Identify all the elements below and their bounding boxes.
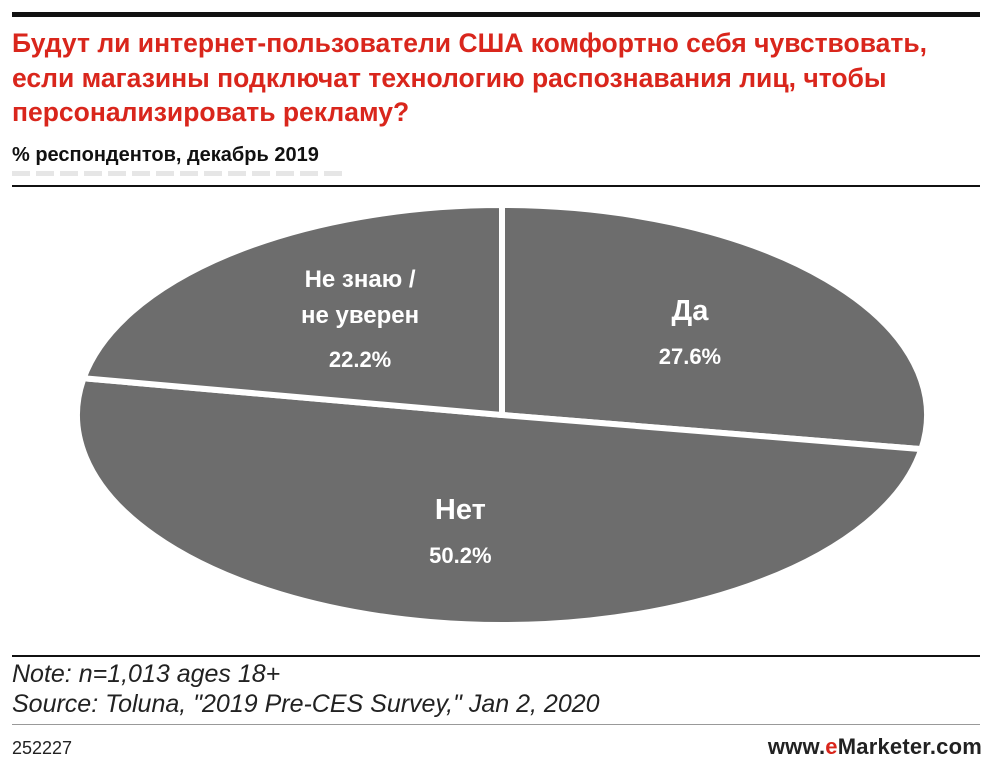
source-text: Source: Toluna, "2019 Pre-CES Survey," J… <box>12 690 600 718</box>
pie-slice-2 <box>80 202 505 418</box>
slice-value-1: 50.2% <box>429 543 491 568</box>
logo-e: e <box>825 734 838 759</box>
emarketer-logo: www.eMarketer.com <box>768 734 982 760</box>
slice-label-1: Нет <box>435 494 486 526</box>
slice-value-0: 27.6% <box>659 344 721 369</box>
header-rule <box>12 185 980 187</box>
slice-label-2: Не знаю / не уверен <box>301 266 419 329</box>
pie-chart: Да 27.6% Нет 50.2% Не знаю / не уверен 22.2% <box>74 202 930 628</box>
slice-label-0: Да <box>672 295 710 327</box>
pie-slice-1 <box>74 375 925 628</box>
footer-thin-rule <box>12 724 980 725</box>
logo-suffix: Marketer.com <box>837 734 982 759</box>
slice-value-2: 22.2% <box>329 347 391 372</box>
note-text: Note: n=1,013 ages 18+ <box>12 660 281 688</box>
logo-prefix: www. <box>767 734 826 759</box>
chart-title: Будут ли интернет-пользователи США комфо… <box>12 28 928 127</box>
chart-id: 252227 <box>12 738 73 758</box>
top-rule <box>12 12 980 17</box>
footer-rule <box>12 655 980 657</box>
faded-line <box>12 171 342 176</box>
chart-subtitle: % респондентов, декабрь 2019 <box>12 144 319 166</box>
pie-slice-0 <box>499 202 930 453</box>
